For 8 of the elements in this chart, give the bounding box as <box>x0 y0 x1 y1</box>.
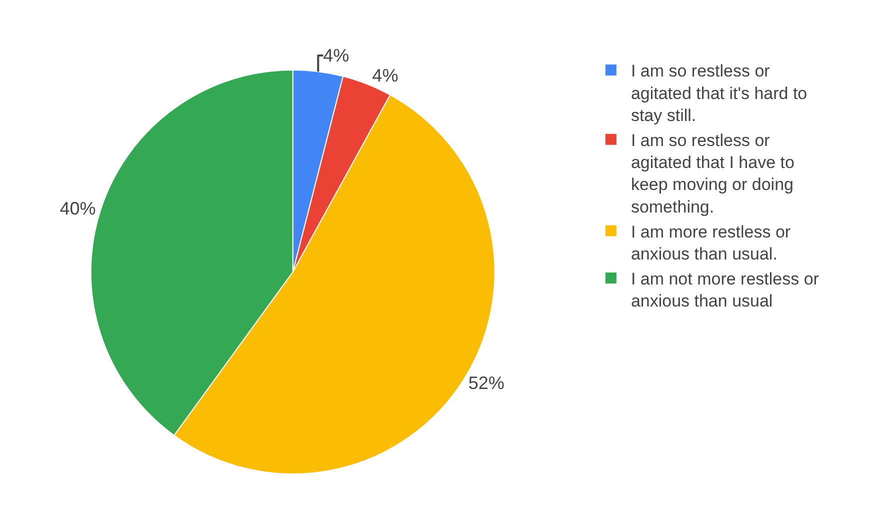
data-label: 52% <box>468 373 504 394</box>
legend-label: I am so restless or agitated that I have to keep moving or doing something. <box>630 130 794 216</box>
legend-label: I am so restless or agitated that it's hard to stay still. <box>630 62 808 125</box>
data-label: 4% <box>372 66 398 86</box>
legend-label: I am not more restless or anxious than usual <box>630 270 820 311</box>
data-label: 4% <box>323 46 350 66</box>
data-label: 40% <box>60 198 96 219</box>
legend-label: I am more restless or anxious than usual. <box>630 222 791 264</box>
